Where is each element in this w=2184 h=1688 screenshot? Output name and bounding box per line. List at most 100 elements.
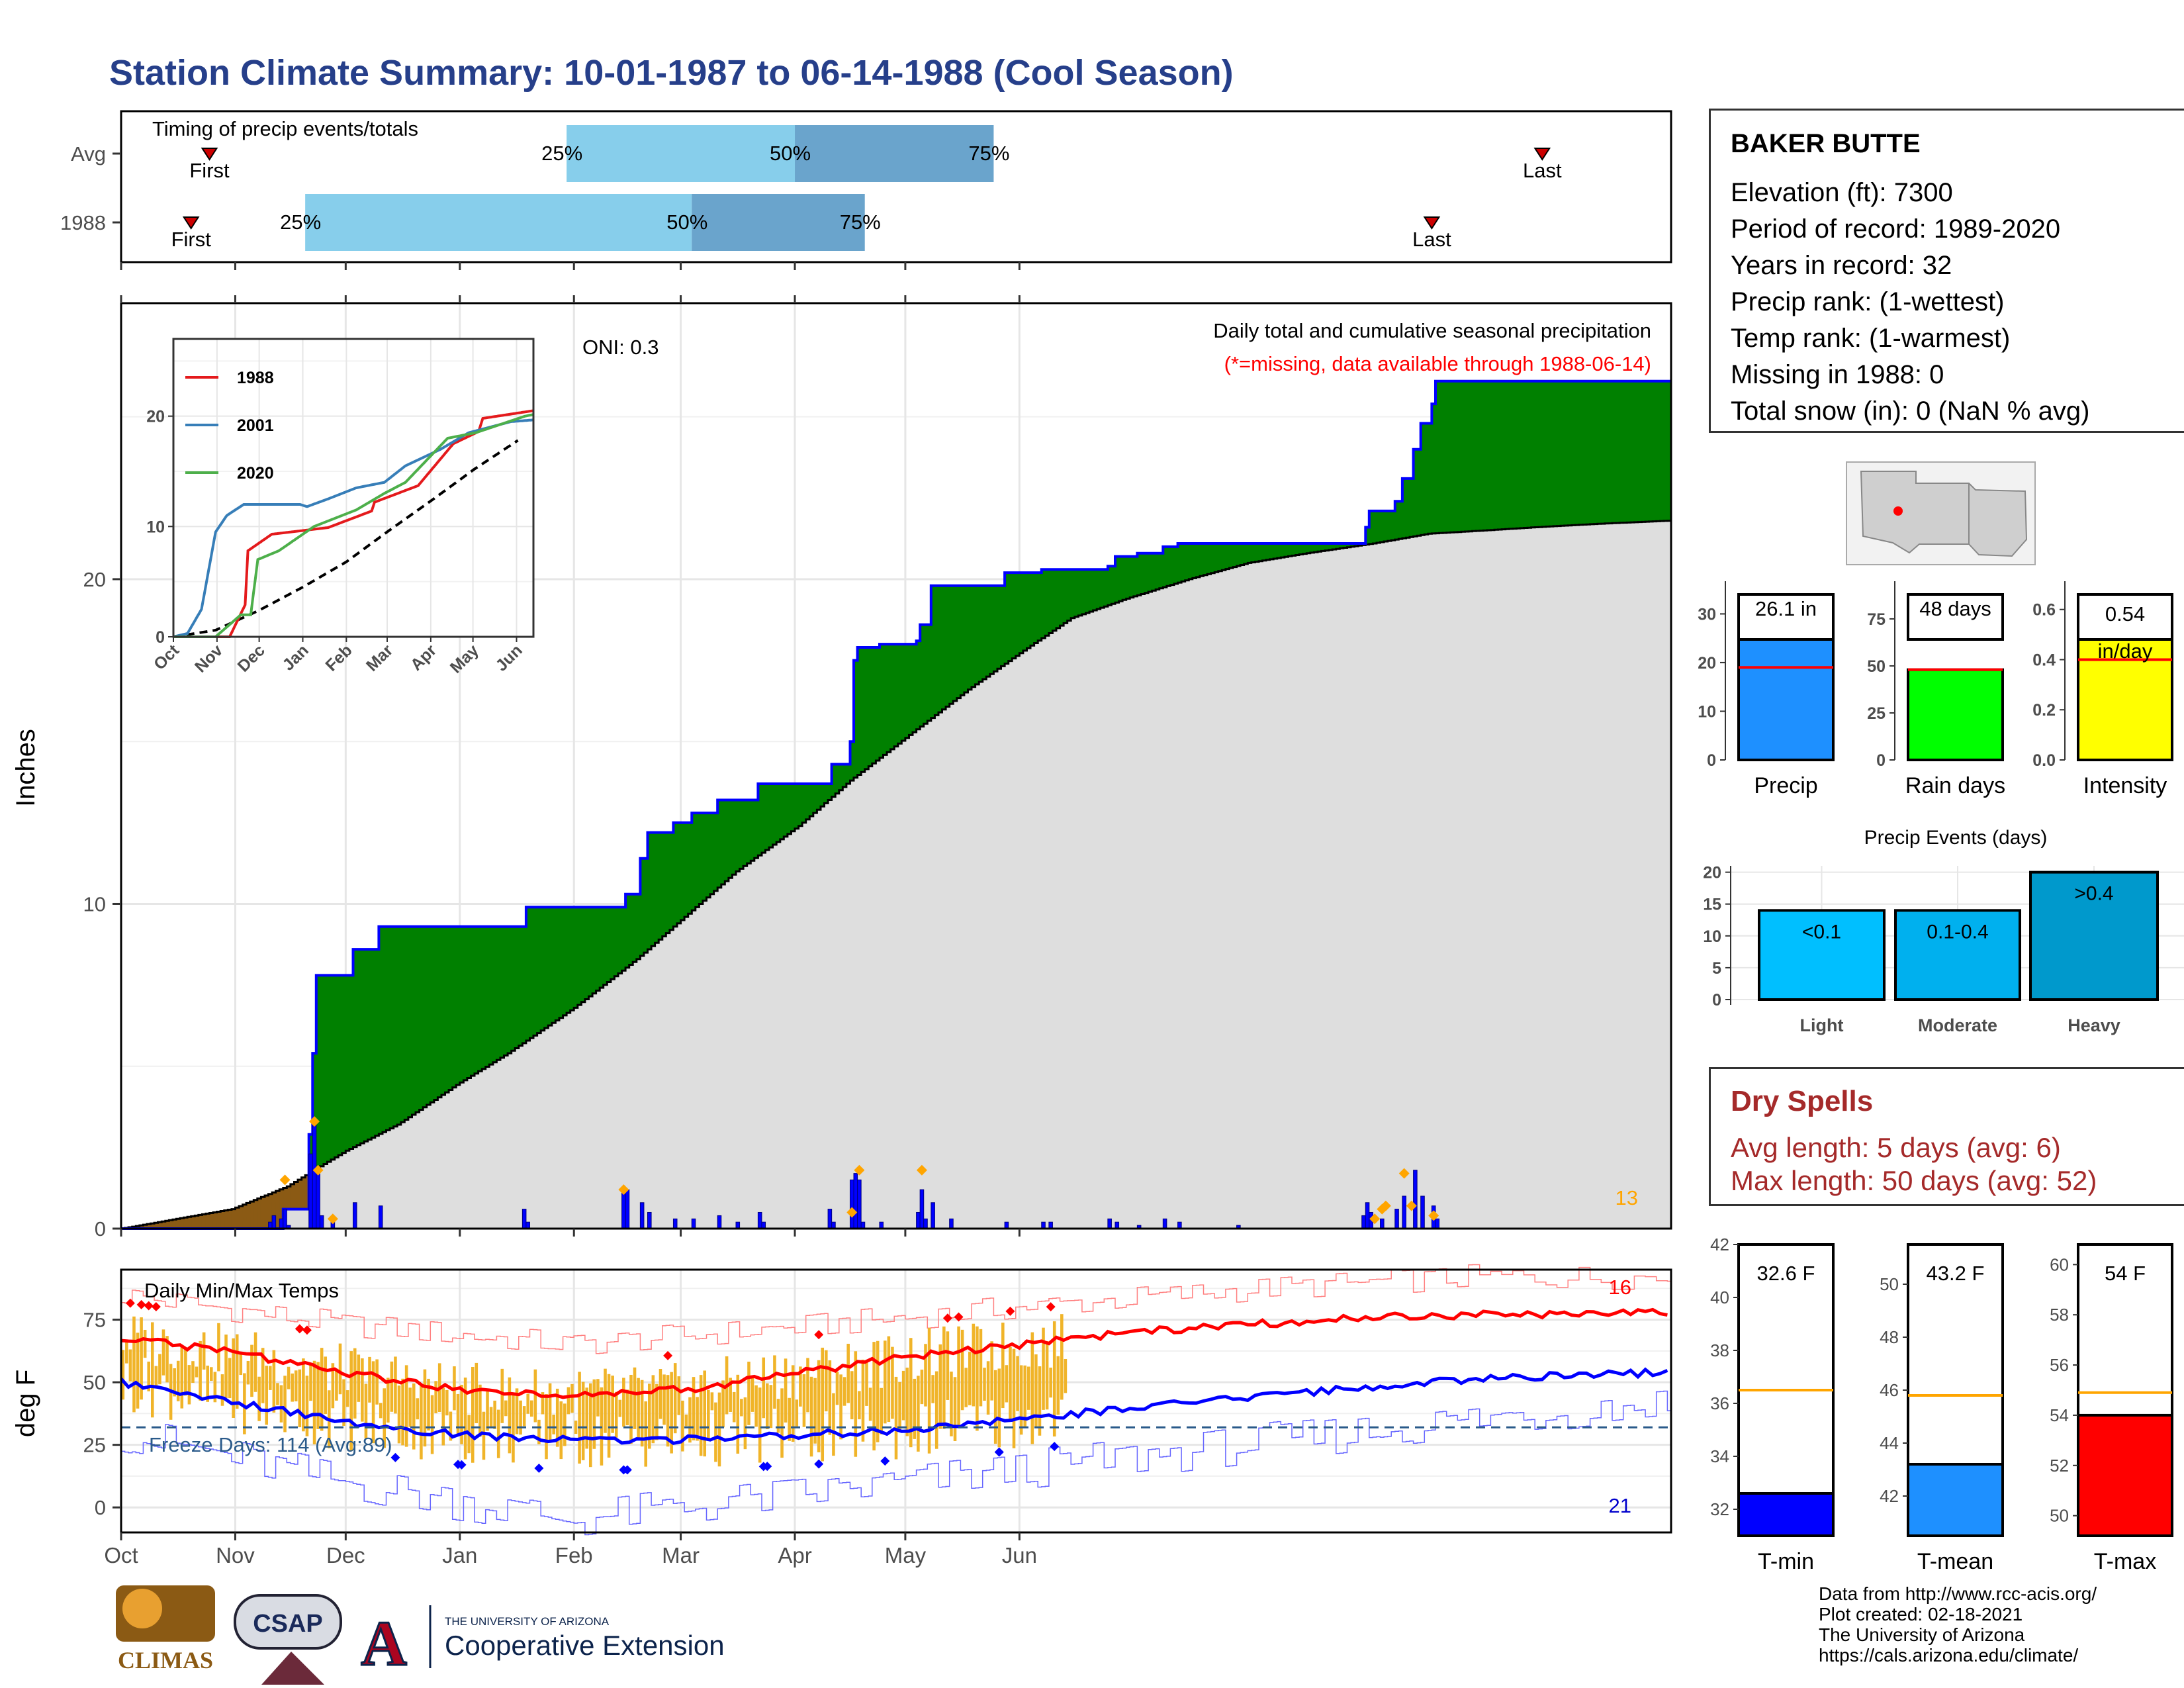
daily-temp-bar bbox=[964, 1368, 968, 1407]
daily-precip-bar bbox=[1394, 1209, 1399, 1229]
daily-temp-bar bbox=[747, 1362, 751, 1425]
daily-temp-bar bbox=[526, 1393, 529, 1414]
daily-temp-bar bbox=[387, 1378, 390, 1423]
daily-precip-bar bbox=[827, 1209, 833, 1229]
daily-temp-bar bbox=[884, 1340, 887, 1424]
daily-temp-bar bbox=[279, 1385, 283, 1423]
temp-summary-ytick-label: 38 bbox=[1710, 1340, 1729, 1360]
daily-temp-bar bbox=[858, 1391, 861, 1420]
daily-temp-bar bbox=[390, 1361, 394, 1412]
daily-temp-bar bbox=[592, 1379, 596, 1449]
daily-temp-bar bbox=[696, 1397, 699, 1441]
timing-row-label: Avg bbox=[71, 142, 106, 165]
daily-temp-bar bbox=[839, 1374, 842, 1440]
precip-ytick-label: 10 bbox=[83, 892, 106, 915]
daily-temp-bar bbox=[463, 1378, 467, 1460]
daily-temp-bar bbox=[253, 1332, 257, 1392]
record-min-line bbox=[121, 1390, 1671, 1536]
daily-temp-bar bbox=[901, 1370, 905, 1421]
record-low-marker bbox=[1050, 1442, 1060, 1452]
mini-ytick-label: 0.2 bbox=[2032, 701, 2056, 720]
temp-frame bbox=[120, 1268, 1672, 1534]
daily-temp-bar bbox=[512, 1393, 515, 1463]
daily-precip-bar bbox=[625, 1189, 630, 1229]
daily-temp-bar bbox=[489, 1407, 493, 1427]
daily-temp-bar bbox=[666, 1375, 670, 1447]
daily-temp-bar bbox=[500, 1368, 504, 1423]
mini-ytick-label: 0 bbox=[1707, 751, 1716, 770]
precip-total-category: Precip bbox=[1754, 773, 1817, 798]
events-ytick-label: 5 bbox=[1712, 959, 1721, 978]
daily-temp-bar bbox=[776, 1399, 780, 1433]
daily-precip-bar bbox=[378, 1205, 383, 1229]
daily-temp-bar bbox=[371, 1361, 375, 1444]
daily-temp-bar bbox=[938, 1344, 942, 1429]
daily-precip-bar bbox=[923, 1218, 928, 1229]
daily-temp-bar bbox=[545, 1394, 548, 1460]
precip-title: Daily total and cumulative seasonal prec… bbox=[1213, 319, 1651, 342]
precip-marker bbox=[1428, 1210, 1439, 1221]
daily-temp-bar bbox=[1009, 1346, 1012, 1420]
first-event-label: First bbox=[189, 159, 230, 182]
timing-q25-q50-bar bbox=[305, 194, 692, 251]
daily-precip-bar bbox=[757, 1211, 762, 1229]
daily-temp-bar bbox=[449, 1411, 453, 1441]
daily-temp-bar bbox=[541, 1392, 545, 1415]
temp-ytick-label: 0 bbox=[95, 1496, 106, 1519]
precip-panel: 0 10 20 Daily total and cumulative seasona… bbox=[11, 295, 1672, 1241]
temp-summary-value: 32.6 F bbox=[1757, 1262, 1815, 1285]
temp-summary-category: T-mean bbox=[1917, 1549, 1993, 1574]
daily-precip-bar bbox=[1420, 1196, 1425, 1229]
inset-legend-label-1988: 1988 bbox=[237, 369, 274, 387]
daily-precip-bar bbox=[1435, 1218, 1440, 1229]
ua-small-text: THE UNIVERSITY OF ARIZONA bbox=[445, 1615, 610, 1628]
daily-temp-bar bbox=[762, 1357, 766, 1419]
first-event-label: First bbox=[171, 228, 212, 251]
daily-temp-bar bbox=[136, 1333, 140, 1409]
daily-temp-bar bbox=[338, 1343, 342, 1395]
daily-temp-bar bbox=[758, 1387, 762, 1463]
daily-temp-bar bbox=[751, 1376, 754, 1412]
inset-legend-label-2001: 2001 bbox=[237, 416, 274, 435]
record-high-marker bbox=[814, 1330, 824, 1340]
map-land bbox=[1860, 471, 2028, 557]
daily-temp-bar bbox=[714, 1402, 717, 1462]
temp-ytick-label: 75 bbox=[83, 1309, 106, 1332]
daily-temp-bar bbox=[637, 1378, 640, 1441]
daily-temp-bar bbox=[673, 1363, 677, 1434]
temp-summary-bar-1 bbox=[1907, 1463, 2004, 1537]
daily-temp-bar bbox=[1056, 1356, 1060, 1415]
precip-marker bbox=[618, 1184, 629, 1196]
daily-temp-bar bbox=[1030, 1332, 1034, 1444]
daily-temp-bar bbox=[585, 1387, 588, 1449]
daily-temp-bar bbox=[478, 1384, 482, 1437]
temp-summary-ytick-label: 48 bbox=[1880, 1327, 1899, 1347]
mini-ytick-label: 0.0 bbox=[2032, 751, 2056, 770]
daily-precip-bar bbox=[949, 1218, 954, 1229]
csap-mountain bbox=[261, 1652, 324, 1685]
daily-temp-bar bbox=[522, 1406, 526, 1427]
temp-summary-ytick-label: 56 bbox=[2050, 1355, 2069, 1375]
month-tick-label: Mar bbox=[662, 1543, 700, 1568]
timing-q75-label: 75% bbox=[968, 142, 1009, 165]
precip-marker bbox=[846, 1207, 858, 1218]
daily-temp-bar bbox=[917, 1376, 920, 1452]
daily-temp-bar bbox=[754, 1385, 758, 1427]
normal-cumulative-line bbox=[121, 520, 1671, 1230]
daily-temp-bar bbox=[331, 1363, 335, 1409]
daily-precip-bar bbox=[717, 1215, 722, 1229]
precip-marker bbox=[1398, 1168, 1410, 1179]
daily-temp-bar bbox=[567, 1387, 570, 1415]
station-detail-line: Total snow (in): 0 (NaN % avg) bbox=[1731, 397, 2090, 426]
temp-summary-bar-0 bbox=[1737, 1492, 1835, 1537]
temp-summary-ytick-label: 34 bbox=[1710, 1446, 1729, 1466]
daily-temp-bar bbox=[876, 1340, 880, 1442]
precip-frame bbox=[120, 302, 1672, 1230]
daily-temp-bar bbox=[316, 1362, 320, 1429]
daily-temp-bar bbox=[471, 1366, 475, 1463]
inset-legend-label-2020: 2020 bbox=[237, 464, 274, 483]
event-bar-1 bbox=[1894, 909, 2021, 1002]
daily-temp-bar bbox=[732, 1391, 736, 1423]
daily-temp-bar bbox=[187, 1365, 191, 1405]
last-event-label: Last bbox=[1523, 159, 1562, 182]
